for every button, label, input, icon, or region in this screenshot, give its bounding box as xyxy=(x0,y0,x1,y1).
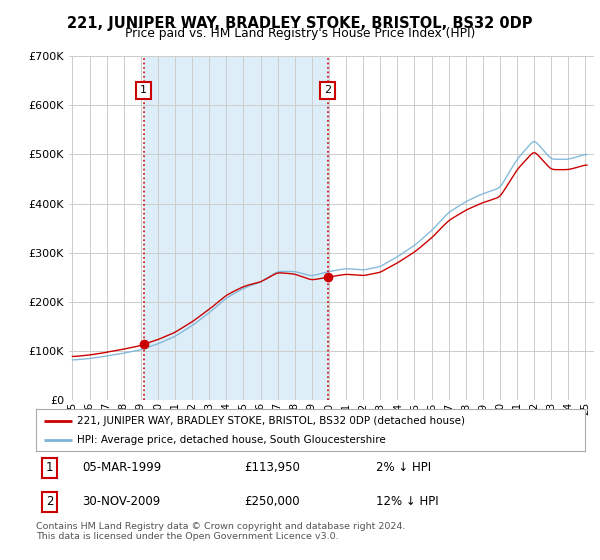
Text: 05-MAR-1999: 05-MAR-1999 xyxy=(83,461,162,474)
Text: Contains HM Land Registry data © Crown copyright and database right 2024.
This d: Contains HM Land Registry data © Crown c… xyxy=(36,522,406,542)
Text: 12% ↓ HPI: 12% ↓ HPI xyxy=(376,496,439,508)
Text: 2% ↓ HPI: 2% ↓ HPI xyxy=(376,461,431,474)
Text: 2: 2 xyxy=(46,496,53,508)
Text: 1: 1 xyxy=(46,461,53,474)
Text: Price paid vs. HM Land Registry's House Price Index (HPI): Price paid vs. HM Land Registry's House … xyxy=(125,27,475,40)
Text: 221, JUNIPER WAY, BRADLEY STOKE, BRISTOL, BS32 0DP (detached house): 221, JUNIPER WAY, BRADLEY STOKE, BRISTOL… xyxy=(77,416,465,426)
Text: 2: 2 xyxy=(324,86,331,95)
Text: £113,950: £113,950 xyxy=(245,461,301,474)
Text: £250,000: £250,000 xyxy=(245,496,300,508)
Text: 1: 1 xyxy=(140,86,147,95)
Text: 221, JUNIPER WAY, BRADLEY STOKE, BRISTOL, BS32 0DP: 221, JUNIPER WAY, BRADLEY STOKE, BRISTOL… xyxy=(67,16,533,31)
Text: HPI: Average price, detached house, South Gloucestershire: HPI: Average price, detached house, Sout… xyxy=(77,435,386,445)
Bar xyxy=(144,56,328,400)
Text: 30-NOV-2009: 30-NOV-2009 xyxy=(83,496,161,508)
